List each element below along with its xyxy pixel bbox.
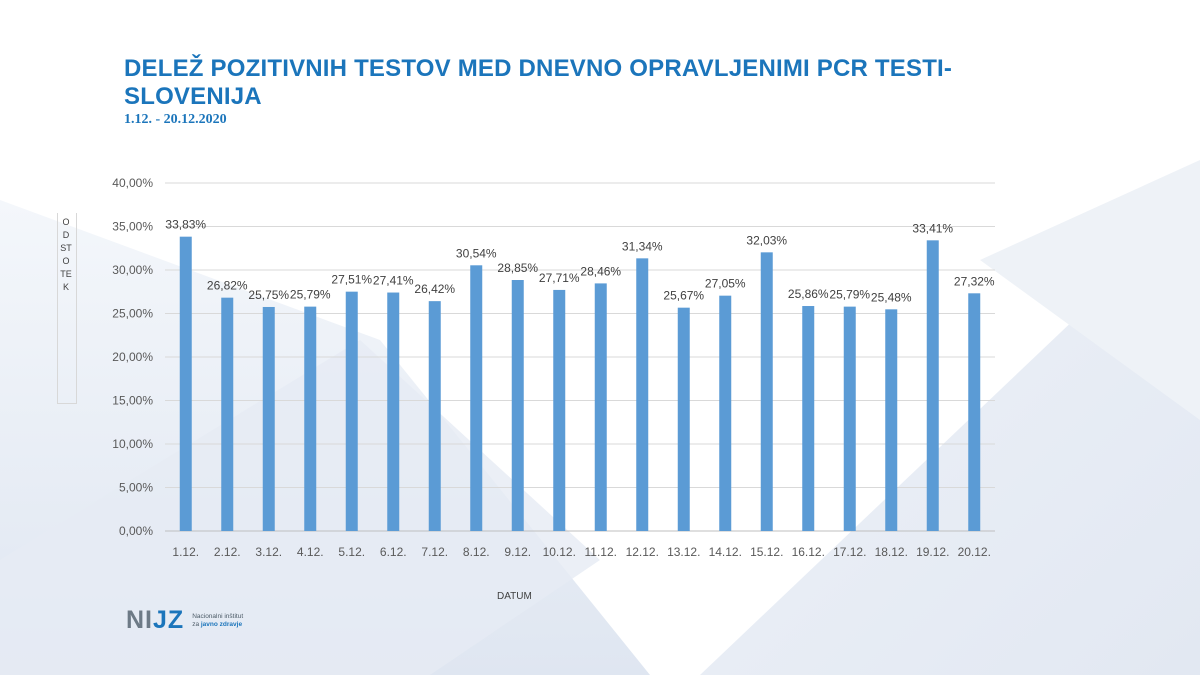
x-axis-label: DATUM — [497, 591, 532, 602]
date-range-subtitle: 1.12. - 20.12.2020 — [124, 112, 227, 127]
bar — [345, 291, 358, 531]
bar — [719, 295, 732, 531]
x-tick-label: 8.12. — [463, 545, 490, 559]
x-tick-label: 17.12. — [833, 545, 866, 559]
y-tick-label: 30,00% — [112, 263, 153, 277]
x-tick-label: 20.12. — [958, 545, 991, 559]
bar — [968, 293, 981, 531]
data-label: 27,41% — [373, 274, 414, 288]
bar — [179, 236, 192, 531]
x-tick-label: 19.12. — [916, 545, 949, 559]
bar — [885, 309, 898, 531]
bar — [802, 306, 815, 531]
x-tick-label: 5.12. — [338, 545, 365, 559]
x-tick-label: 7.12. — [421, 545, 448, 559]
data-label: 33,83% — [165, 218, 206, 232]
x-tick-label: 1.12. — [172, 545, 199, 559]
bar — [304, 306, 317, 531]
bar — [677, 307, 690, 531]
data-label: 27,32% — [954, 274, 995, 288]
data-label: 25,79% — [290, 288, 331, 302]
bar — [428, 301, 441, 531]
x-tick-label: 12.12. — [626, 545, 659, 559]
y-axis-label: ODSTOTEK — [60, 217, 72, 292]
data-label: 28,85% — [497, 261, 538, 275]
x-tick-label: 13.12. — [667, 545, 700, 559]
data-label: 32,03% — [746, 233, 787, 247]
x-tick-label: 14.12. — [709, 545, 742, 559]
bar — [553, 289, 566, 531]
data-label: 27,05% — [705, 277, 746, 291]
y-tick-label: 25,00% — [112, 307, 153, 321]
bar — [221, 297, 234, 531]
data-label: 31,34% — [622, 239, 663, 253]
y-tick-label: 35,00% — [112, 220, 153, 234]
data-label: 25,48% — [871, 290, 912, 304]
bar — [262, 306, 275, 531]
x-tick-label: 2.12. — [214, 545, 241, 559]
x-tick-label: 6.12. — [380, 545, 407, 559]
y-tick-label: 10,00% — [112, 437, 153, 451]
data-label: 27,51% — [331, 273, 372, 287]
y-tick-label: 0,00% — [119, 524, 153, 538]
bar — [387, 292, 400, 531]
data-label: 26,42% — [414, 282, 455, 296]
y-axis-label-box — [57, 213, 77, 404]
x-tick-label: 4.12. — [297, 545, 324, 559]
y-tick-label: 20,00% — [112, 350, 153, 364]
y-tick-label: 5,00% — [119, 481, 153, 495]
bar — [470, 265, 483, 531]
bar — [843, 306, 856, 531]
data-label: 30,54% — [456, 246, 497, 260]
page-title: DELEŽ POZITIVNIH TESTOV MED DNEVNO OPRAV… — [124, 55, 953, 110]
nijz-logo-mark: NIJZ — [126, 606, 185, 634]
x-tick-label: 15.12. — [750, 545, 783, 559]
x-tick-label: 18.12. — [875, 545, 908, 559]
data-label: 25,67% — [663, 289, 704, 303]
x-tick-label: 16.12. — [792, 545, 825, 559]
x-tick-label: 11.12. — [585, 545, 617, 559]
bar — [594, 283, 607, 531]
data-label: 27,71% — [539, 271, 580, 285]
bar — [926, 240, 939, 531]
y-tick-label: 40,00% — [112, 176, 153, 190]
data-label: 25,79% — [829, 288, 870, 302]
nijz-logo-text: Nacionalni inštitut za javno zdravje — [192, 612, 244, 628]
bar — [511, 280, 524, 531]
x-tick-label: 9.12. — [504, 545, 531, 559]
y-tick-label: 15,00% — [112, 394, 153, 408]
data-label: 33,41% — [912, 221, 953, 235]
x-tick-label: 3.12. — [255, 545, 282, 559]
nijz-logo: NIJZ Nacionalni inštitut za javno zdravj… — [126, 606, 243, 635]
x-tick-label: 10.12. — [543, 545, 576, 559]
bar — [760, 252, 773, 532]
data-label: 25,86% — [788, 287, 829, 301]
data-label: 25,75% — [248, 288, 289, 302]
data-label: 26,82% — [207, 279, 248, 293]
data-label: 28,46% — [580, 264, 621, 278]
bar — [636, 258, 649, 531]
